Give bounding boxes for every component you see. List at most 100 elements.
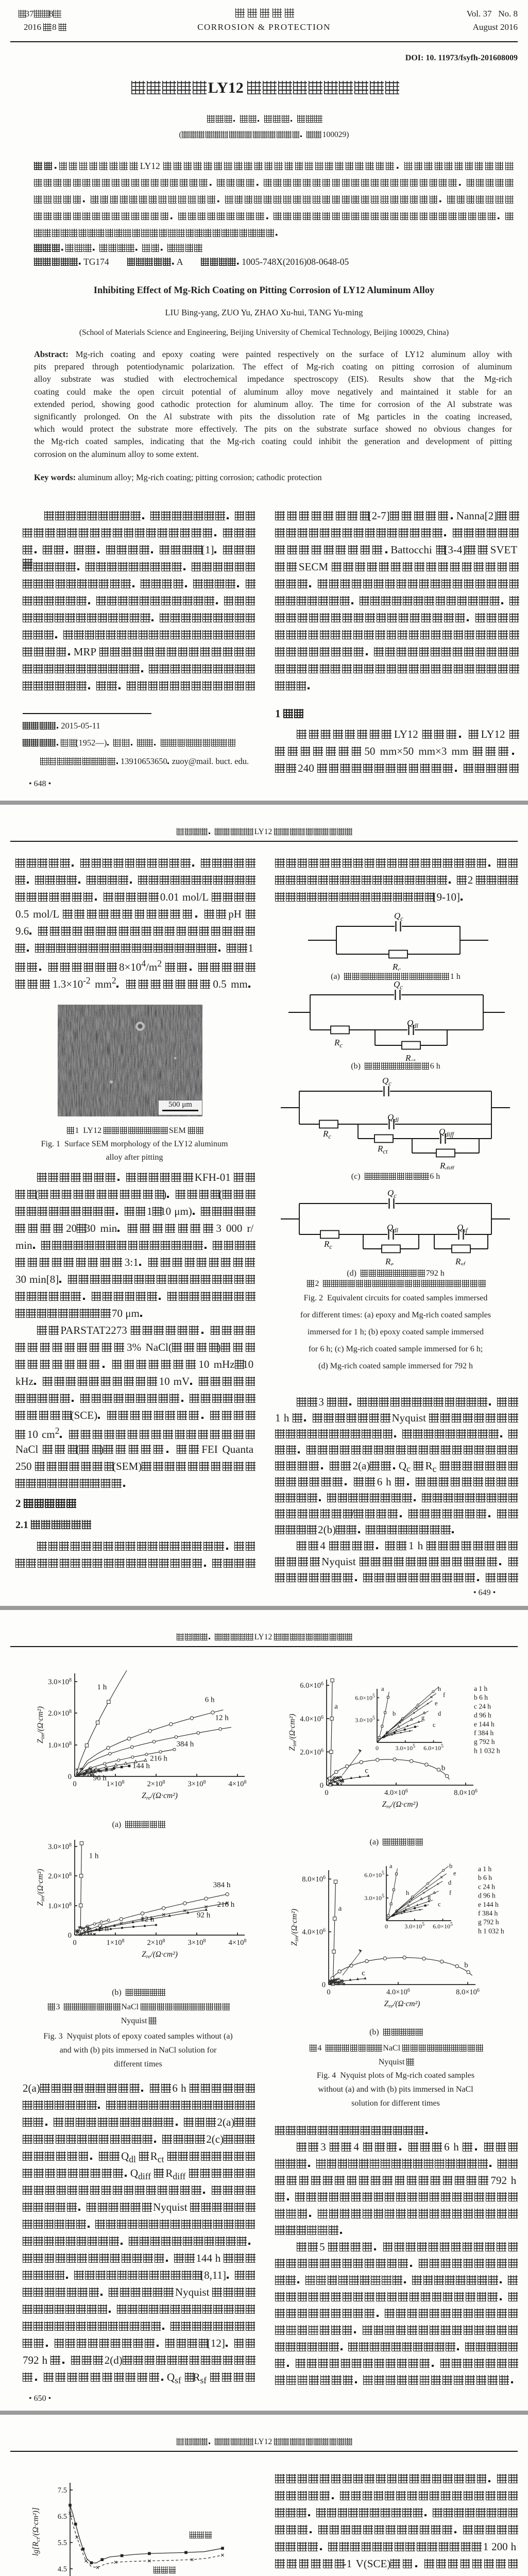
svg-text:Rct: Rct [377,1144,388,1155]
svg-text:6.0×105: 6.0×105 [364,1871,384,1879]
svg-text:e 144 h: e 144 h [474,1720,495,1728]
svg-text:4.0×106: 4.0×106 [384,1788,408,1797]
svg-text:e: e [453,1870,456,1877]
svg-text:Zim/(Ω·cm²): Zim/(Ω·cm²) [288,1714,298,1751]
svg-text:6 h: 6 h [205,1696,215,1704]
svg-text:Rc: Rc [392,962,401,971]
svg-text:Zre/(Ω·cm²): Zre/(Ω·cm²) [142,1950,178,1960]
svg-text:e: e [435,1700,438,1707]
svg-text:0: 0 [68,1931,72,1940]
svg-text:Qc: Qc [382,1078,391,1087]
svg-text:1 h: 1 h [89,1852,99,1860]
svg-text:96 h: 96 h [93,1774,107,1782]
svg-text:Qdl: Qdl [387,1223,399,1234]
svg-text:h 1 032 h: h 1 032 h [478,1927,504,1935]
svg-text:2.0×106: 2.0×106 [300,1748,323,1756]
svg-text:216 h: 216 h [150,1754,167,1762]
svg-text:2.0×108: 2.0×108 [48,1709,72,1718]
svg-text:Qc: Qc [387,1190,397,1199]
svg-text:2.0×108: 2.0×108 [48,1872,72,1880]
svg-text:b 6 h: b 6 h [478,1874,492,1882]
svg-text:4.5: 4.5 [58,2565,67,2573]
svg-text:h: h [438,1685,441,1692]
svg-text:92 h: 92 h [197,1911,211,1920]
svg-text:0: 0 [73,1939,76,1947]
svg-text:a: a [389,1862,393,1870]
svg-text:3.0×108: 3.0×108 [48,1842,72,1851]
svg-text:g 792 h: g 792 h [474,1738,495,1745]
svg-text:6.0×105: 6.0×105 [423,1743,444,1752]
svg-text:1.0×108: 1.0×108 [48,1902,72,1910]
svg-text:Qc: Qc [394,981,403,991]
svg-text:1×108: 1×108 [107,1938,125,1947]
svg-text:d: d [448,1879,452,1886]
svg-text:Re: Re [385,1257,394,1265]
svg-text:4.0×106: 4.0×106 [300,1715,323,1723]
svg-text:f 384 h: f 384 h [478,1909,498,1917]
svg-text:Qdiff: Qdiff [439,1127,454,1138]
svg-text:Qc: Qc [394,913,403,922]
svg-text:Qsf: Qsf [457,1223,468,1234]
svg-text:a: a [334,1702,338,1710]
svg-text:d: d [438,1710,441,1717]
svg-text:4.0×106: 4.0×106 [386,1988,410,1996]
svg-text:Zre/(Ω·cm²): Zre/(Ω·cm²) [382,1800,418,1810]
svg-text:Rdiff: Rdiff [439,1161,455,1170]
svg-text:3.0×105: 3.0×105 [404,1922,424,1930]
svg-text:1 h: 1 h [97,1683,107,1691]
svg-text:6.0×105: 6.0×105 [433,1922,453,1930]
svg-text:3.0×105: 3.0×105 [364,1893,384,1902]
svg-text:b: b [441,1764,446,1772]
svg-text:f 384 h: f 384 h [474,1729,493,1737]
svg-text:6.0×106: 6.0×106 [300,1681,323,1690]
svg-text:0: 0 [327,1988,330,1996]
svg-text:g: g [428,1893,431,1901]
svg-text:Zim/(Ω·cm²): Zim/(Ω·cm²) [36,1706,46,1743]
svg-text:d 96 h: d 96 h [474,1711,491,1719]
svg-text:1.0×108: 1.0×108 [48,1741,72,1750]
svg-text:384 h: 384 h [213,1881,231,1889]
svg-text:Rc: Rc [323,1239,332,1250]
svg-text:4×108: 4×108 [229,1780,247,1788]
svg-text:Zim/(Ω·cm²): Zim/(Ω·cm²) [36,1869,46,1906]
svg-text:4×108: 4×108 [229,1938,247,1947]
svg-text:Zim/(Ω·cm²): Zim/(Ω·cm²) [290,1909,300,1946]
svg-text:384 h: 384 h [177,1740,194,1749]
svg-text:Zre/(Ω·cm²): Zre/(Ω·cm²) [142,1791,178,1801]
svg-text:b: b [464,1961,468,1970]
svg-text:d 96 h: d 96 h [478,1892,496,1900]
svg-text:b: b [393,1710,396,1717]
svg-text:h: h [406,1889,410,1896]
svg-text:Zre/(Ω·cm²): Zre/(Ω·cm²) [384,1999,420,2009]
svg-text:lg[Rct/(Ω·cm²)]: lg[Rct/(Ω·cm²)] [31,2507,41,2556]
svg-text:Qdl: Qdl [387,1112,399,1124]
svg-text:144 h: 144 h [132,1762,150,1770]
svg-text:a: a [338,1905,342,1913]
svg-text:0: 0 [325,1789,328,1797]
svg-text:b 6 h: b 6 h [474,1693,488,1701]
svg-text:3×108: 3×108 [188,1780,206,1788]
svg-text:c: c [438,1901,441,1908]
svg-text:Qdl: Qdl [407,1018,419,1029]
svg-text:3.0×108: 3.0×108 [48,1677,72,1686]
svg-text:f: f [449,1889,452,1896]
svg-text:c: c [433,1721,436,1728]
svg-text:c: c [362,1969,365,1977]
svg-text:a 1 h: a 1 h [478,1865,491,1873]
svg-text:Rc: Rc [322,1129,331,1140]
svg-text:3×108: 3×108 [188,1938,206,1947]
svg-text:Rsf: Rsf [455,1257,466,1265]
svg-text:3.0×105: 3.0×105 [355,1716,375,1724]
svg-text:12 h: 12 h [141,1916,155,1924]
svg-text:6.0×105: 6.0×105 [355,1693,375,1701]
svg-text:c 24 h: c 24 h [474,1702,491,1710]
svg-text:6.5: 6.5 [58,2513,67,2521]
svg-text:g: g [421,1714,425,1721]
svg-text:0: 0 [73,1780,76,1788]
svg-text:g 792 h: g 792 h [478,1918,499,1926]
svg-text:0: 0 [68,1773,72,1781]
svg-text:8.0×106: 8.0×106 [302,1875,326,1884]
svg-text:8.0×106: 8.0×106 [454,1788,478,1797]
svg-text:5.5: 5.5 [58,2539,67,2547]
svg-text:0: 0 [322,1981,326,1989]
